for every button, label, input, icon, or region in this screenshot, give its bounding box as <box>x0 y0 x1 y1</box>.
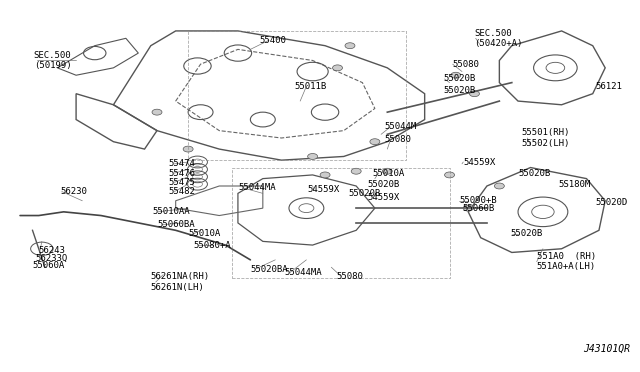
Text: SEC.500
(50199): SEC.500 (50199) <box>34 51 72 70</box>
Text: 55020B: 55020B <box>444 86 476 94</box>
Text: 55020B: 55020B <box>444 74 476 83</box>
Text: 55020B: 55020B <box>511 230 543 238</box>
Text: 54559X: 54559X <box>308 185 340 194</box>
Circle shape <box>351 168 361 174</box>
Text: 55090+B: 55090+B <box>460 196 497 205</box>
Text: 5S180M: 5S180M <box>559 180 591 189</box>
Circle shape <box>183 146 193 152</box>
Text: 55475: 55475 <box>168 178 195 187</box>
Text: 55011B: 55011B <box>294 82 326 91</box>
Circle shape <box>345 43 355 49</box>
Text: 55020B: 55020B <box>367 180 399 189</box>
Text: 55080+A: 55080+A <box>193 241 231 250</box>
Text: 55044M: 55044M <box>384 122 417 131</box>
Text: 54559X: 54559X <box>463 157 495 167</box>
Text: SEC.500
(50420+A): SEC.500 (50420+A) <box>474 29 523 48</box>
Text: 56233Q: 56233Q <box>36 253 68 263</box>
Text: 56243: 56243 <box>39 246 66 255</box>
Circle shape <box>370 139 380 145</box>
Text: 55010AA: 55010AA <box>152 207 189 217</box>
Text: 55020BA: 55020BA <box>250 264 288 273</box>
Circle shape <box>333 65 342 71</box>
Text: 54559X: 54559X <box>367 193 399 202</box>
Circle shape <box>494 183 504 189</box>
Text: 55400: 55400 <box>260 36 287 45</box>
Text: J43101QR: J43101QR <box>584 343 630 353</box>
Text: 55020B: 55020B <box>349 189 381 198</box>
Text: 55476: 55476 <box>168 169 195 177</box>
Text: 56121: 56121 <box>596 82 623 91</box>
Text: 55044MA: 55044MA <box>238 183 276 192</box>
Text: 55080: 55080 <box>336 272 363 281</box>
Circle shape <box>382 168 392 174</box>
Circle shape <box>308 154 317 160</box>
Circle shape <box>451 72 461 78</box>
Text: 55044MA: 55044MA <box>285 268 322 277</box>
Text: 55474: 55474 <box>168 159 195 169</box>
Text: 55060A: 55060A <box>33 261 65 270</box>
Text: 56230: 56230 <box>61 187 88 196</box>
Circle shape <box>152 109 162 115</box>
Text: 55010A: 55010A <box>188 230 220 238</box>
Text: 551A0  (RH)
551A0+A(LH): 551A0 (RH) 551A0+A(LH) <box>537 252 596 272</box>
Circle shape <box>463 205 473 211</box>
Text: 55010A: 55010A <box>372 169 404 177</box>
Text: 55501(RH)
55502(LH): 55501(RH) 55502(LH) <box>521 128 570 148</box>
Text: 55060BA: 55060BA <box>157 220 195 229</box>
Text: 56261NA(RH)
56261N(LH): 56261NA(RH) 56261N(LH) <box>151 272 210 292</box>
Text: 55060B: 55060B <box>462 203 494 213</box>
Circle shape <box>470 91 479 97</box>
Text: 55020B: 55020B <box>518 169 550 177</box>
Circle shape <box>320 172 330 178</box>
Text: 55020D: 55020D <box>596 198 628 207</box>
Text: 55080: 55080 <box>452 60 479 69</box>
Circle shape <box>445 172 454 178</box>
Text: 55482: 55482 <box>168 187 195 196</box>
Text: 55080: 55080 <box>384 135 411 144</box>
